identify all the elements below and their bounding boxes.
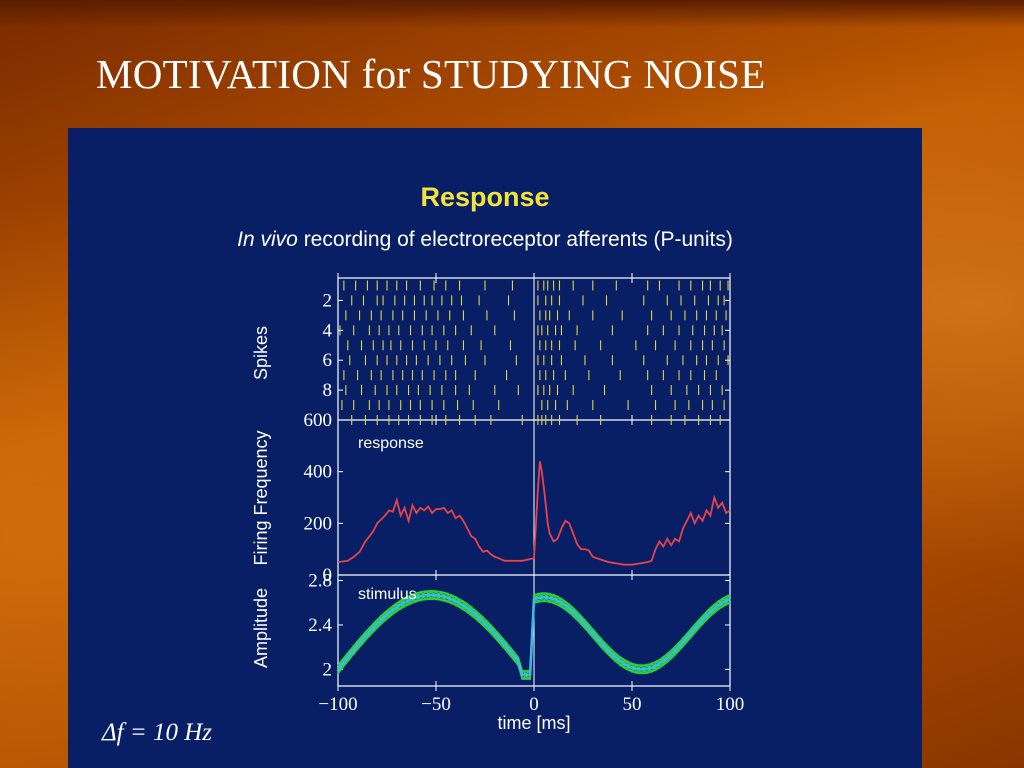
y-tick-label: 6: [323, 350, 333, 371]
figure-panel: Response In vivo recording of electrorec…: [68, 128, 922, 768]
figure-heading: Response: [420, 182, 549, 212]
ylabel-spikes: Spikes: [251, 326, 271, 380]
slide-title: MOTIVATION for STUDYING NOISE: [96, 51, 766, 97]
y-tick-label: 2: [323, 290, 333, 311]
stimulus-plot: [336, 589, 731, 681]
y-tick-label: 600: [304, 410, 333, 431]
y-tick-label: 4: [323, 320, 333, 341]
response-line: [337, 461, 731, 566]
x-tick-label: 0: [529, 694, 539, 715]
y-tick-label: 2: [323, 659, 333, 680]
y-tick-label: 400: [304, 462, 333, 483]
response-annotation: response: [358, 435, 424, 452]
top-shadow-band: [0, 0, 1024, 28]
figure-svg: Response In vivo recording of electrorec…: [101, 182, 745, 746]
y-tick-label: 200: [304, 513, 333, 534]
axes-layer: −100 −50 0 50 100 2 4 6 8 0 200 400 600 2 2.4 2.8: [304, 273, 745, 715]
subtitle-italic: In vivo: [237, 228, 298, 251]
figure-subtitle: In vivo recording of electroreceptor aff…: [237, 228, 733, 251]
x-tick-label: −100: [318, 694, 357, 715]
y-tick-label: 2.4: [308, 615, 332, 636]
y-tick-label: 8: [323, 380, 333, 401]
subtitle-rest: recording of electroreceptor afferents (…: [298, 228, 733, 251]
y-tick-label: 2.8: [308, 571, 332, 592]
delta-f-label: Δf = 10 Hz: [101, 719, 212, 746]
stimulus-mean-line: [336, 593, 731, 677]
spike-raster: [339, 280, 729, 425]
response-plot: [337, 461, 731, 566]
x-tick-label: 100: [716, 694, 745, 715]
y-tick-label: 0: [323, 565, 333, 586]
x-tick-label: 50: [623, 694, 642, 715]
stimulus-annotation: stimulus: [358, 586, 417, 603]
ylabel-firing-frequency: Firing Frequency: [251, 430, 271, 565]
xlabel-time: time [ms]: [497, 713, 570, 733]
x-tick-label: −50: [421, 694, 451, 715]
ylabel-amplitude: Amplitude: [251, 588, 271, 668]
